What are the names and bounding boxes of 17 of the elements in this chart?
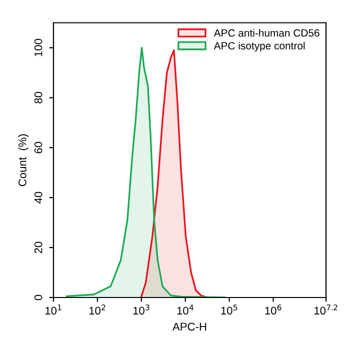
y-tick-label: 40 [34,192,42,204]
y-tick-label: 80 [34,92,42,104]
x-tick-label: 10$^{4}$ [177,304,194,315]
x-tick-label: 10$^{3}$ [133,304,150,315]
y-tick-label: 60 [34,142,42,154]
y-axis-title: Count (%) [18,134,29,186]
y-tick-label: 0 [34,294,42,300]
x-tick-label: 10$^{5}$ [221,304,238,315]
x-axis-title: APC-H [172,322,206,331]
y-tick-label: 100 [34,38,42,56]
legend-label: APC anti-human CD56 [214,29,320,37]
y-tick-label: 20 [34,242,42,254]
x-tick-label: 10$^{6}$ [265,304,282,315]
x-tick-label: 10$^{2}$ [89,304,106,315]
x-tick-label: 10$^{7.2}$ [314,304,338,315]
legend-label: APC isotype control [214,42,305,52]
x-tick-label: 10$^{1}$ [45,304,62,315]
